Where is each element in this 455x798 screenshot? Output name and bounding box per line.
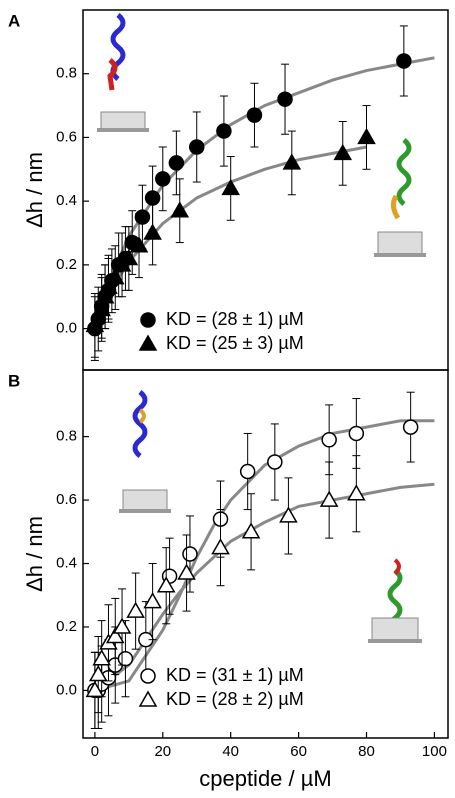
legend-marker — [138, 690, 158, 707]
data-point — [211, 538, 230, 555]
data-point — [267, 454, 283, 470]
y-axis-label: Δh / nm — [22, 152, 47, 228]
y-tick-label: 0.8 — [56, 428, 77, 445]
y-tick-label: 0.6 — [56, 128, 77, 145]
y-tick-label: 0.0 — [56, 320, 77, 337]
data-point — [99, 277, 118, 294]
data-point — [188, 139, 205, 155]
data-point — [92, 299, 111, 317]
legend-label: KD = (25 ± 3) µM — [166, 333, 304, 353]
data-point — [277, 91, 293, 107]
data-point — [129, 236, 149, 253]
legend-marker — [138, 334, 158, 351]
data-point — [279, 506, 298, 523]
x-tick-label: 20 — [154, 743, 171, 760]
illustration-a2 — [374, 138, 426, 257]
data-point — [126, 601, 145, 618]
legend-marker — [140, 668, 156, 684]
y-axis-label: Δh / nm — [22, 516, 47, 592]
illustration-a1 — [97, 13, 149, 132]
data-point — [347, 484, 366, 501]
illustration-b2 — [368, 558, 422, 643]
data-point — [105, 268, 125, 285]
data-point — [177, 563, 196, 580]
legend-label: KD = (28 ± 2) µM — [166, 689, 304, 709]
data-point — [321, 432, 337, 448]
x-tick-label: 60 — [290, 743, 307, 760]
data-point — [85, 680, 105, 698]
x-tick-label: 80 — [358, 743, 375, 760]
data-point — [402, 419, 419, 435]
data-point — [168, 155, 185, 171]
data-point — [221, 178, 240, 196]
legend-label: KD = (28 ± 1) µM — [166, 309, 304, 329]
panel-label: A — [8, 11, 20, 30]
fit-curve — [94, 419, 435, 692]
y-tick-label: 0.2 — [56, 618, 77, 635]
x-tick-label: 100 — [422, 743, 447, 760]
data-point — [282, 153, 302, 170]
data-point — [95, 287, 115, 304]
y-tick-label: 0.8 — [56, 65, 77, 82]
illustration-b1 — [119, 390, 171, 513]
legend-label: KD = (31 ± 1) µM — [166, 665, 304, 685]
legend-marker — [140, 312, 156, 328]
data-point — [155, 171, 171, 187]
data-point — [143, 223, 162, 240]
data-point — [85, 315, 105, 333]
data-point — [333, 143, 353, 161]
y-tick-label: 0.0 — [56, 681, 77, 698]
data-point — [88, 665, 108, 682]
y-tick-label: 0.4 — [56, 192, 77, 209]
y-tick-label: 0.4 — [56, 554, 77, 571]
data-point — [105, 626, 125, 644]
x-axis-label: cpeptide / µM — [199, 766, 332, 791]
data-point — [357, 127, 376, 145]
data-point — [119, 248, 139, 266]
data-point — [319, 490, 339, 507]
y-tick-label: 0.2 — [56, 256, 77, 273]
fit-curve — [93, 145, 367, 330]
fit-curve — [93, 56, 435, 330]
data-point — [134, 209, 151, 225]
x-tick-label: 0 — [91, 743, 99, 760]
x-tick-label: 40 — [222, 743, 239, 760]
data-point — [239, 463, 256, 480]
data-point — [170, 201, 190, 218]
plot-frame — [82, 369, 449, 739]
data-point — [143, 592, 162, 609]
data-point — [241, 522, 261, 539]
data-point — [112, 617, 132, 634]
data-point — [182, 546, 198, 562]
data-point — [216, 123, 232, 139]
panel-label: B — [8, 371, 20, 390]
y-tick-label: 0.6 — [56, 491, 77, 508]
data-point — [92, 649, 111, 666]
data-point — [246, 107, 263, 123]
data-point — [117, 650, 134, 667]
data-point — [348, 425, 365, 442]
data-point — [396, 53, 412, 69]
data-point — [156, 576, 176, 593]
